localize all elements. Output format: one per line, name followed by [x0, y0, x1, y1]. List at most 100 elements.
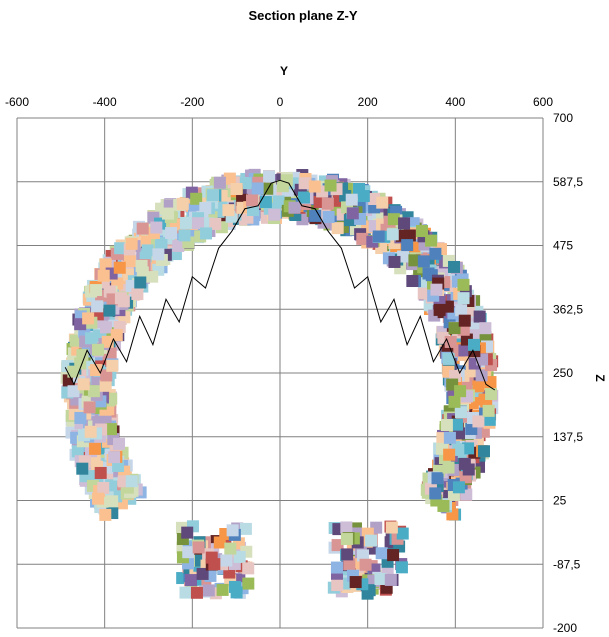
- scatter-point: [417, 255, 430, 268]
- scatter-point: [396, 229, 409, 242]
- scatter-point: [331, 539, 344, 552]
- scatter-point: [114, 242, 127, 255]
- scatter-point: [121, 481, 134, 494]
- scatter-point: [135, 259, 148, 272]
- scatter-point: [131, 288, 144, 301]
- x-axis-title: Y: [280, 64, 288, 78]
- scatter-point: [321, 197, 334, 210]
- scatter-point: [395, 561, 408, 574]
- scatter-point: [356, 232, 369, 245]
- scatter-point: [222, 204, 235, 217]
- scatter-point: [202, 584, 215, 597]
- scatter-point: [331, 579, 344, 592]
- scatter-point: [165, 227, 178, 240]
- scatter-point: [359, 558, 372, 571]
- scatter-point: [468, 338, 481, 351]
- scatter-point: [246, 194, 259, 207]
- scatter-point: [152, 248, 165, 261]
- trace-line-0: [64, 179, 281, 386]
- scatter-point: [440, 419, 453, 432]
- scatter-point: [82, 312, 95, 325]
- scatter-point: [123, 255, 136, 268]
- scatter-point: [376, 196, 389, 209]
- scatter-point: [117, 295, 130, 308]
- scatter-point: [462, 442, 475, 455]
- scatter-point: [125, 475, 138, 488]
- scatter-point: [387, 213, 400, 226]
- scatter-point: [85, 332, 98, 345]
- scatter-point: [448, 260, 461, 273]
- scatter-point: [161, 207, 174, 220]
- scatter-point: [94, 466, 107, 479]
- scatter-point: [113, 261, 126, 274]
- scatter-point: [239, 522, 252, 535]
- scatter-point: [216, 583, 229, 596]
- scatter-point: [472, 415, 485, 428]
- scatter-point: [288, 201, 301, 214]
- scatter-point: [430, 283, 443, 296]
- scatter-point: [220, 554, 233, 567]
- scatter-point: [179, 216, 192, 229]
- scatter-point: [89, 442, 102, 455]
- scatter-point: [406, 274, 419, 287]
- scatter-point: [67, 365, 80, 378]
- scatter-point: [298, 177, 311, 190]
- x-tick-label: -400: [93, 95, 117, 109]
- scatter-point: [61, 386, 74, 399]
- scatter-point: [213, 536, 226, 549]
- y-tick-label: 250: [553, 366, 573, 380]
- scatter-point: [458, 457, 471, 470]
- scatter-point: [417, 287, 430, 300]
- scatter-point: [233, 550, 246, 563]
- scatter-point: [454, 385, 467, 398]
- scatter-point: [372, 230, 385, 243]
- scatter-point: [309, 209, 322, 222]
- scatter-point: [429, 247, 442, 260]
- scatter-point: [190, 192, 203, 205]
- scatter-point: [226, 524, 239, 537]
- scatter-point: [200, 227, 213, 240]
- x-tick-label: -600: [5, 95, 29, 109]
- scatter-point: [408, 254, 421, 267]
- scatter-point: [108, 451, 121, 464]
- scatter-point: [118, 311, 131, 324]
- scatter-point: [398, 217, 411, 230]
- scatter-point: [104, 423, 117, 436]
- scatter-point: [433, 303, 446, 316]
- y-tick-label: 475: [553, 239, 573, 253]
- x-tick-label: 400: [445, 95, 465, 109]
- scatter-point: [92, 492, 105, 505]
- scatter-point: [208, 558, 221, 571]
- scatter-point: [125, 237, 138, 250]
- scatter-point: [178, 229, 191, 242]
- scatter-point: [375, 547, 388, 560]
- scatter-point: [259, 196, 272, 209]
- y-tick-label: -87,5: [553, 557, 581, 571]
- scatter-point: [308, 180, 321, 193]
- scatter-point: [429, 487, 442, 500]
- scatter-point: [141, 244, 154, 257]
- scatter-point: [246, 203, 259, 216]
- scatter-point: [356, 549, 369, 562]
- scatter-point: [443, 431, 456, 444]
- scatter-point: [99, 321, 112, 334]
- scatter-point: [346, 207, 359, 220]
- scatter-point: [150, 221, 163, 234]
- scatter-point: [110, 329, 123, 342]
- scatter-point: [90, 284, 103, 297]
- scatter-point: [97, 481, 110, 494]
- scatter-point: [103, 304, 116, 317]
- scatter-point: [77, 378, 90, 391]
- scatter-point: [263, 170, 276, 183]
- scatter-point: [146, 270, 159, 283]
- scatter-point: [340, 533, 353, 546]
- scatter-point: [97, 269, 110, 282]
- scatter-point: [388, 255, 401, 268]
- scatter-point: [386, 228, 399, 241]
- y-tick-label: -200: [553, 621, 577, 635]
- scatter-point: [340, 521, 353, 534]
- chart-title: Section plane Z-Y: [248, 8, 357, 23]
- y-tick-label: 587,5: [553, 175, 583, 189]
- scatter-point: [442, 352, 455, 365]
